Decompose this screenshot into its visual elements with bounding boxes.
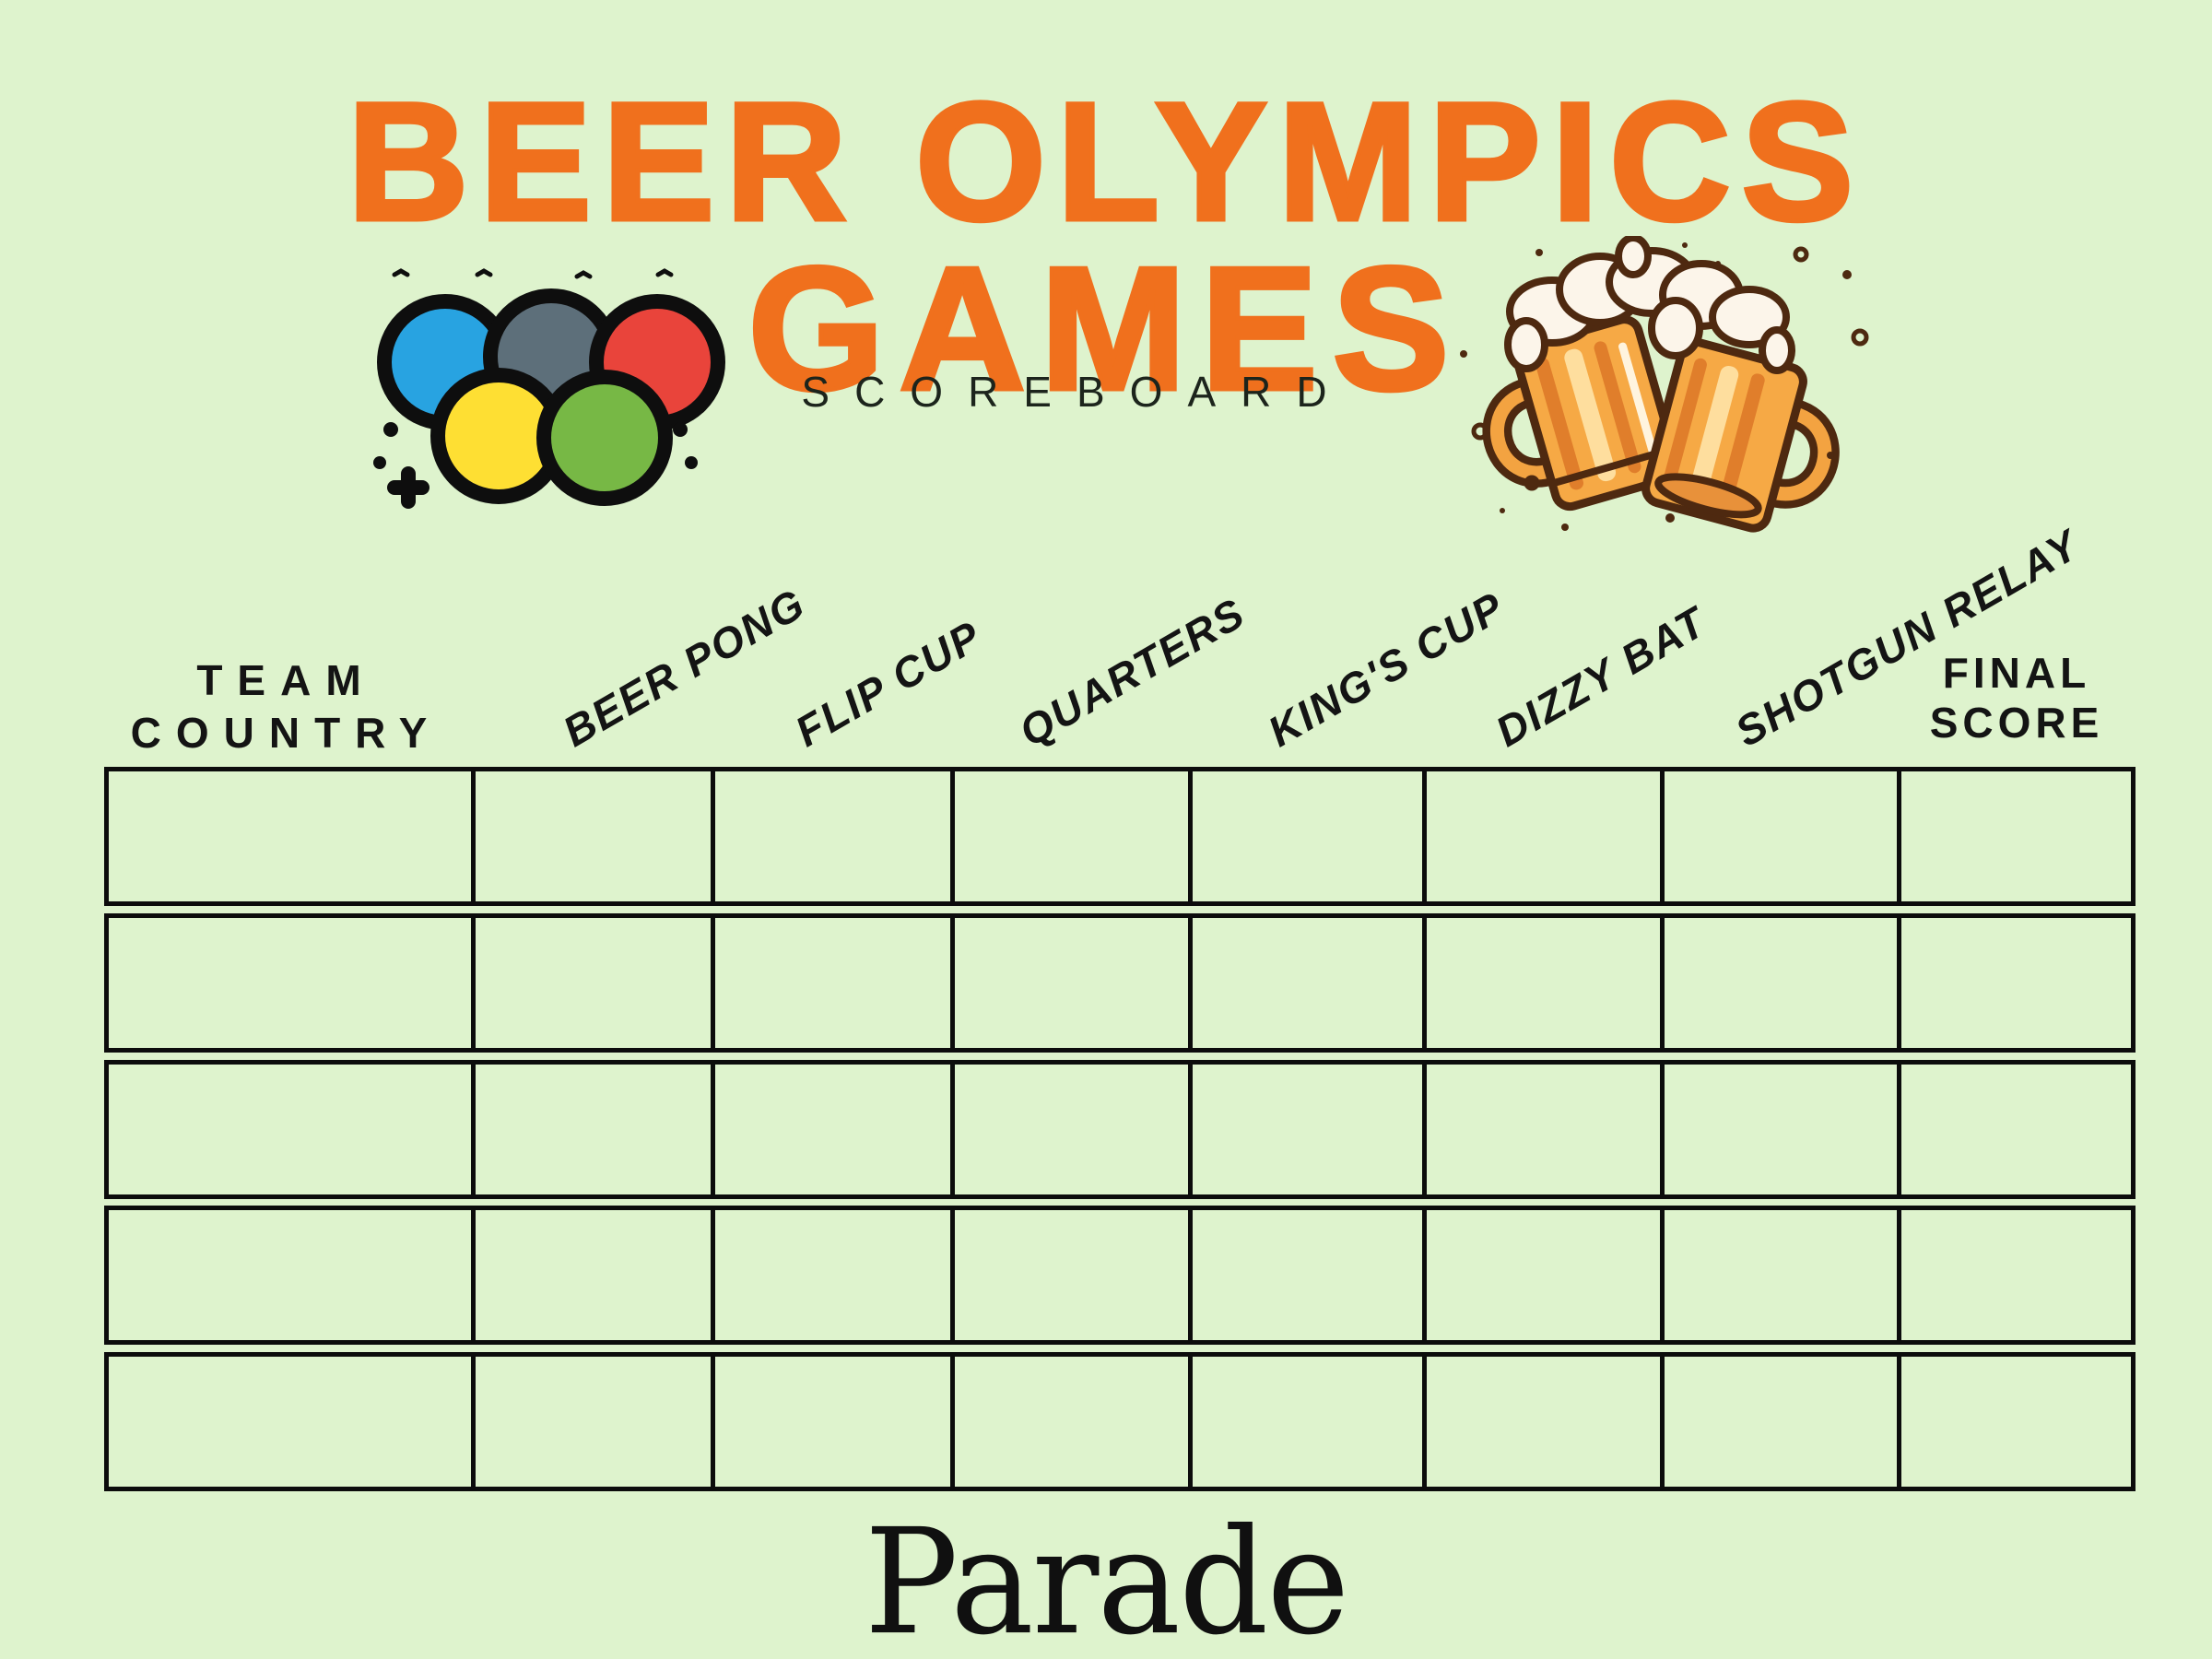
column-header-beer-pong: BEER PONG	[555, 578, 814, 756]
score-cell[interactable]	[471, 1064, 711, 1194]
subtitle-scoreboard: SCOREBOARD	[801, 368, 1352, 416]
final-score-cell[interactable]	[1897, 1210, 2131, 1341]
score-cell[interactable]	[949, 917, 1188, 1048]
score-cell[interactable]	[1421, 1064, 1661, 1194]
team-name-cell[interactable]	[109, 918, 471, 1048]
column-header-kings-cup: KING'S CUP	[1260, 582, 1513, 756]
final-score-cell[interactable]	[1897, 1357, 2131, 1487]
column-header-final-score: FINAL SCORE	[1897, 649, 2136, 748]
table-row	[104, 1352, 2136, 1491]
column-header-dizzy-bat: DIZZY BAT	[1488, 596, 1714, 756]
score-cell[interactable]	[1421, 771, 1661, 901]
score-cell[interactable]	[471, 771, 711, 901]
beer-mugs-icon	[1460, 236, 1869, 533]
score-cell[interactable]	[1421, 1210, 1661, 1341]
beer-foam	[1504, 236, 1795, 374]
final-header-line-1: FINAL	[1942, 649, 2091, 697]
table-row	[104, 767, 2136, 906]
title-line-2: GAMES	[746, 231, 1465, 427]
title-line-1: BEER OLYMPICS	[345, 67, 1865, 255]
score-cell[interactable]	[1660, 1357, 1897, 1487]
score-cell[interactable]	[471, 1210, 711, 1341]
final-header-line-2: SCORE	[1929, 698, 2104, 747]
score-cell[interactable]	[949, 771, 1188, 901]
final-score-cell[interactable]	[1897, 917, 2131, 1048]
score-cell[interactable]	[949, 1210, 1188, 1341]
score-cell[interactable]	[471, 917, 711, 1048]
team-name-cell[interactable]	[109, 771, 471, 901]
score-cell[interactable]	[711, 771, 950, 901]
rings-decor-dots	[373, 422, 698, 509]
score-cell[interactable]	[711, 1357, 950, 1487]
score-cell[interactable]	[1187, 1357, 1422, 1487]
score-table	[104, 767, 2136, 1491]
team-name-cell[interactable]	[109, 1357, 471, 1487]
team-name-cell[interactable]	[109, 1210, 471, 1340]
score-cell[interactable]	[1187, 1210, 1422, 1341]
final-score-cell[interactable]	[1897, 771, 2131, 901]
score-cell[interactable]	[1187, 917, 1422, 1048]
score-cell[interactable]	[1660, 1064, 1897, 1194]
team-header-line-2: COUNTRY	[130, 709, 442, 758]
score-cell[interactable]	[711, 1210, 950, 1341]
column-header-team-country: TEAM COUNTRY	[104, 654, 468, 759]
team-name-cell[interactable]	[109, 1065, 471, 1194]
team-header-line-1: TEAM	[196, 656, 376, 704]
score-cell[interactable]	[711, 917, 950, 1048]
score-cell[interactable]	[711, 1064, 950, 1194]
score-cell[interactable]	[949, 1064, 1188, 1194]
splash-dots	[1460, 242, 1852, 531]
final-score-cell[interactable]	[1897, 1064, 2131, 1194]
score-cell[interactable]	[1660, 917, 1897, 1048]
table-row	[104, 1059, 2136, 1199]
table-row	[104, 1206, 2136, 1346]
rings-decor-dashes	[392, 268, 674, 279]
score-cell[interactable]	[1187, 1064, 1422, 1194]
score-cell[interactable]	[1421, 1357, 1661, 1487]
column-header-flip-cup: FLIP CUP	[787, 611, 990, 756]
score-cell[interactable]	[1421, 917, 1661, 1048]
score-cell[interactable]	[1187, 771, 1422, 901]
score-cell[interactable]	[1660, 771, 1897, 901]
score-cell[interactable]	[949, 1357, 1188, 1487]
score-cell[interactable]	[471, 1357, 711, 1487]
olympic-rings-icon	[373, 268, 725, 509]
splash-rings	[1471, 246, 1869, 491]
parade-logo: Parade	[864, 1497, 1350, 1659]
score-cell[interactable]	[1660, 1210, 1897, 1341]
column-header-quarters: QUARTERS	[1011, 588, 1253, 756]
table-row	[104, 912, 2136, 1053]
page-title: BEER OLYMPICS GAMES	[0, 67, 2212, 427]
